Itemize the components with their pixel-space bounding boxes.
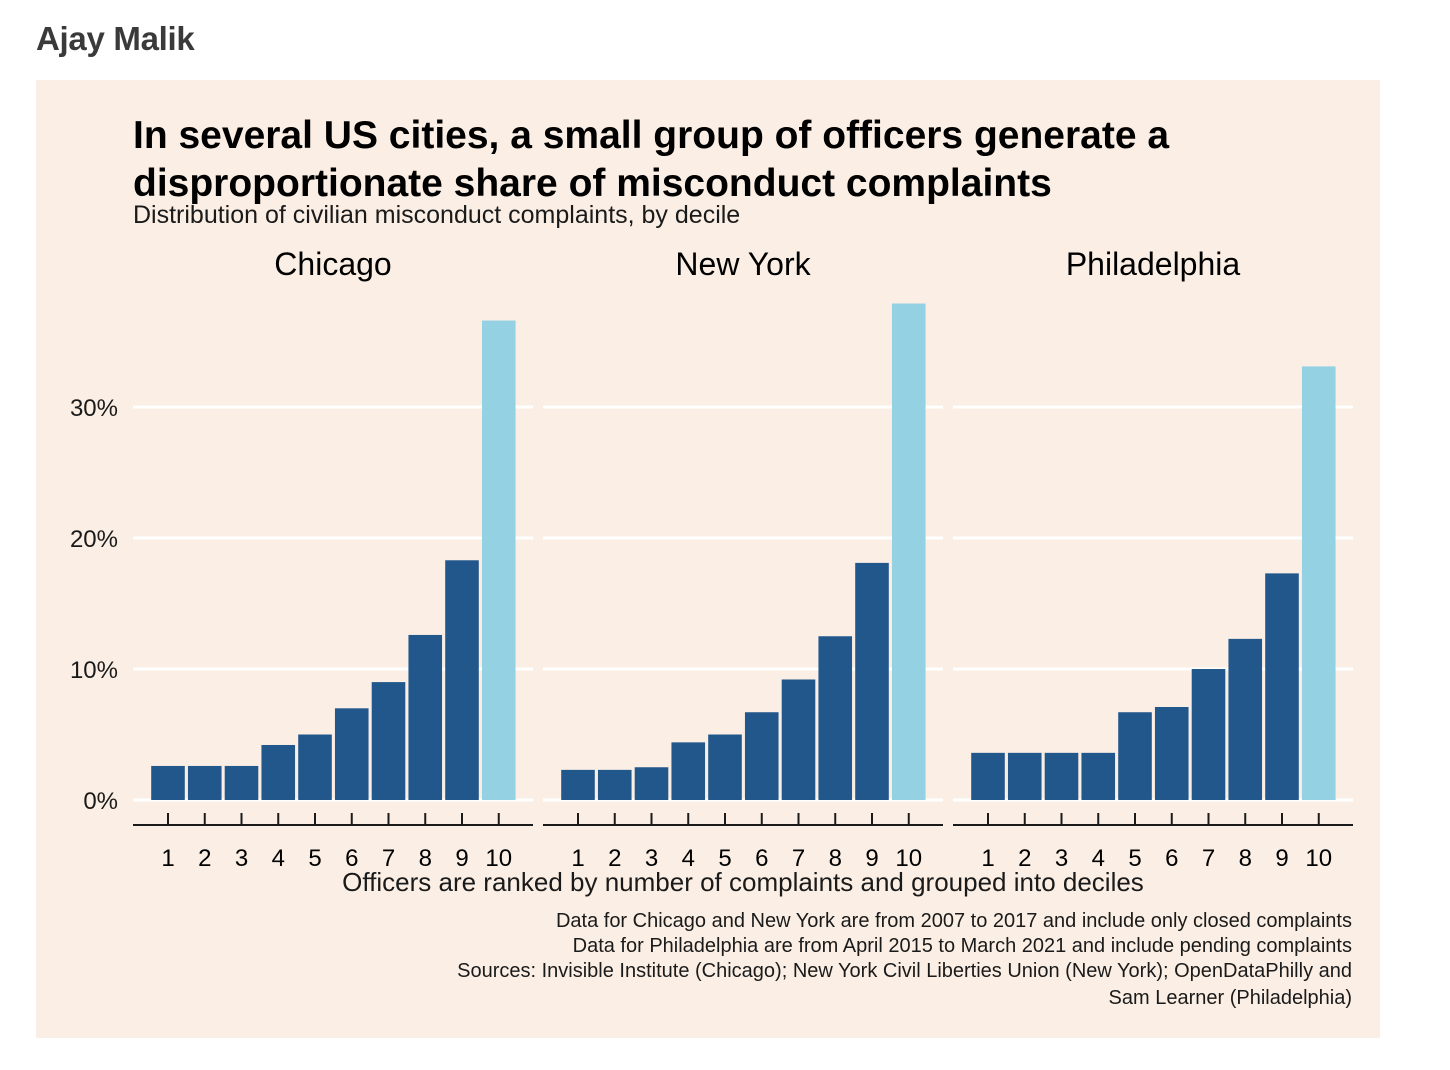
chart-title-line-2: disproportionate share of misconduct com… <box>133 162 1052 205</box>
author-name: Ajay Malik <box>36 20 195 57</box>
bar-new-york-decile-8 <box>818 636 853 800</box>
x-tick-label: 3 <box>1055 845 1068 872</box>
bar-chicago-decile-1 <box>151 765 185 800</box>
x-tick-label: 10 <box>895 845 922 872</box>
bar-chicago-decile-2 <box>187 765 222 800</box>
x-tick-label: 4 <box>272 845 285 872</box>
caption-line-2: Data for Philadelphia are from April 201… <box>573 935 1352 957</box>
x-tick-label: 5 <box>718 845 731 872</box>
chart-panel <box>36 80 1380 1038</box>
x-tick-label: 2 <box>198 845 211 872</box>
x-tick-label: 10 <box>485 845 512 872</box>
y-tick-label: 0% <box>83 788 118 815</box>
x-tick-label: 7 <box>792 845 805 872</box>
bar-philadelphia-decile-9 <box>1265 573 1299 800</box>
x-tick-label: 4 <box>1092 845 1105 872</box>
x-tick-label: 7 <box>1202 845 1215 872</box>
x-tick-label: 9 <box>1275 845 1288 872</box>
x-tick-label: 2 <box>1018 845 1031 872</box>
x-tick-label: 3 <box>235 845 248 872</box>
bar-chicago-decile-9 <box>445 560 479 800</box>
bar-new-york-decile-3 <box>634 767 669 800</box>
caption-line-3: Sources: Invisible Institute (Chicago); … <box>457 960 1352 982</box>
bar-philadelphia-decile-4 <box>1081 752 1116 800</box>
bar-chicago-decile-7 <box>371 682 406 800</box>
bar-new-york-decile-4 <box>671 742 706 800</box>
bar-new-york-decile-5 <box>708 734 742 800</box>
x-tick-label: 4 <box>682 845 695 872</box>
bar-philadelphia-decile-7 <box>1191 669 1226 800</box>
bar-new-york-decile-9 <box>855 562 889 800</box>
facet-title-chicago: Chicago <box>274 246 391 282</box>
bar-philadelphia-decile-1 <box>971 752 1005 800</box>
bar-philadelphia-decile-10 <box>1301 366 1336 800</box>
bar-new-york-decile-10 <box>891 303 926 800</box>
facet-title-new-york: New York <box>675 246 811 282</box>
x-tick-label: 8 <box>1239 845 1252 872</box>
x-tick-label: 1 <box>161 845 174 872</box>
caption-line-1: Data for Chicago and New York are from 2… <box>556 910 1352 932</box>
y-tick-label: 30% <box>70 395 118 422</box>
bar-philadelphia-decile-6 <box>1154 706 1189 800</box>
bar-philadelphia-decile-8 <box>1228 638 1263 800</box>
x-axis-label: Officers are ranked by number of complai… <box>342 867 1144 897</box>
bar-chicago-decile-6 <box>334 708 369 800</box>
x-tick-label: 2 <box>608 845 621 872</box>
x-tick-label: 3 <box>645 845 658 872</box>
x-tick-label: 6 <box>755 845 768 872</box>
bar-philadelphia-decile-5 <box>1118 712 1152 800</box>
bar-new-york-decile-6 <box>744 712 779 800</box>
bar-new-york-decile-1 <box>561 769 595 800</box>
x-tick-label: 9 <box>865 845 878 872</box>
x-tick-label: 6 <box>1165 845 1178 872</box>
bar-philadelphia-decile-2 <box>1007 752 1042 800</box>
chart-title-line-1: In several US cities, a small group of o… <box>133 114 1169 157</box>
bar-chicago-decile-3 <box>224 765 259 800</box>
x-tick-label: 1 <box>981 845 994 872</box>
x-tick-label: 5 <box>308 845 321 872</box>
x-tick-label: 8 <box>829 845 842 872</box>
bar-chicago-decile-4 <box>261 744 296 800</box>
x-tick-label: 1 <box>571 845 584 872</box>
x-tick-label: 8 <box>419 845 432 872</box>
caption-line-4: Sam Learner (Philadelphia) <box>1109 987 1352 1009</box>
facet-title-philadelphia: Philadelphia <box>1066 246 1241 282</box>
bar-chicago-decile-5 <box>298 734 332 800</box>
bar-chicago-decile-10 <box>481 320 516 800</box>
bar-philadelphia-decile-3 <box>1044 752 1079 800</box>
chart-subtitle: Distribution of civilian misconduct comp… <box>133 201 740 229</box>
x-tick-label: 5 <box>1128 845 1141 872</box>
bar-chicago-decile-8 <box>408 634 443 800</box>
y-tick-label: 20% <box>70 526 118 553</box>
bar-new-york-decile-7 <box>781 679 816 800</box>
x-tick-label: 7 <box>382 845 395 872</box>
x-tick-label: 6 <box>345 845 358 872</box>
x-tick-label: 9 <box>455 845 468 872</box>
bar-new-york-decile-2 <box>597 769 632 800</box>
y-tick-label: 10% <box>70 657 118 684</box>
x-tick-label: 10 <box>1305 845 1332 872</box>
